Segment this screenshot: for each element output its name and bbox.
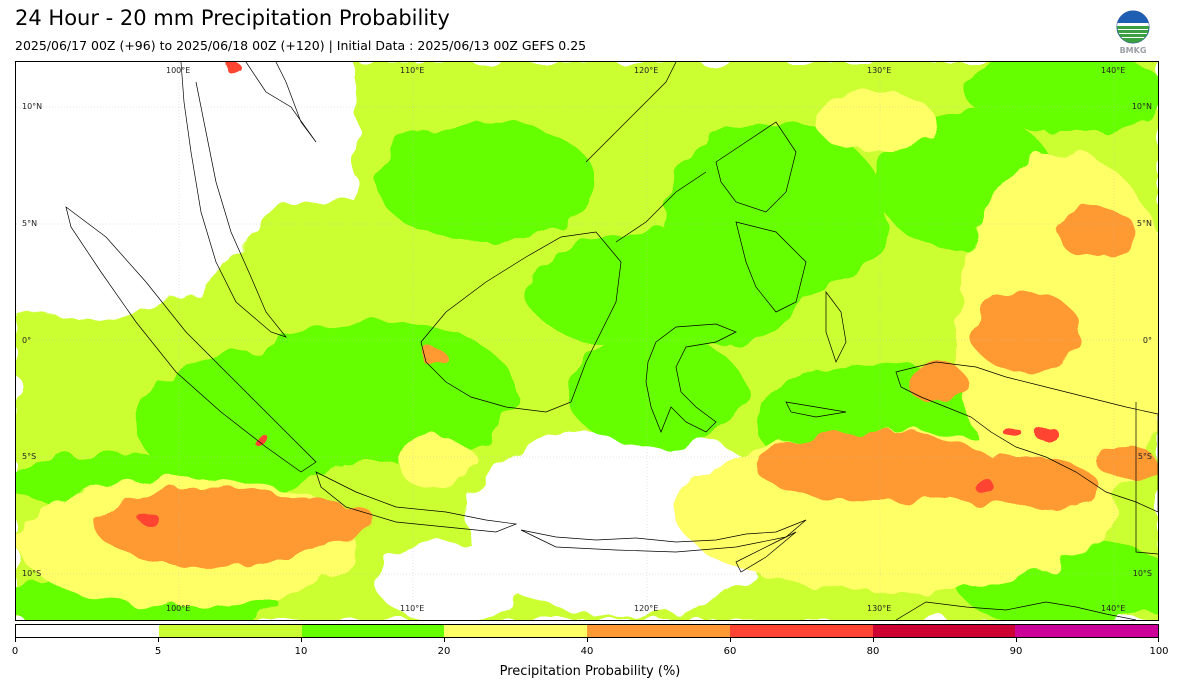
colorbar-tick: [15, 638, 16, 642]
colorbar-tick-label: 20: [437, 646, 451, 657]
colorbar-tick: [444, 638, 445, 642]
colorbar-segment: [729, 625, 873, 637]
lon-label-top: 110°E: [400, 66, 425, 75]
colorbar-segment: [1015, 625, 1158, 637]
lat-label-right: 10°N: [1131, 102, 1152, 111]
colorbar-segment: [587, 625, 730, 637]
colorbar-tick: [158, 638, 159, 642]
colorbar-segment: [16, 625, 159, 637]
colorbar-tick: [587, 638, 588, 642]
lat-label-right: 5°S: [1137, 452, 1152, 461]
colorbar-tick-label: 40: [580, 646, 594, 657]
lat-label-right: 5°N: [1136, 219, 1152, 228]
lon-label-bottom: 100°E: [166, 604, 191, 613]
map-title: 24 Hour - 20 mm Precipitation Probabilit…: [15, 6, 450, 30]
lon-label-bottom: 110°E: [400, 604, 425, 613]
lon-label-bottom: 130°E: [867, 604, 892, 613]
colorbar-segment: [301, 625, 445, 637]
lon-label-top: 140°E: [1101, 66, 1126, 75]
coastlines: [65, 62, 1158, 620]
colorbar-title: Precipitation Probability (%): [499, 664, 681, 679]
lon-label-top: 130°E: [867, 66, 892, 75]
colorbar-tick: [730, 638, 731, 642]
lat-label-right: 0°: [1142, 336, 1152, 345]
probability-fields: [16, 62, 1158, 620]
lon-label-bottom: 140°E: [1101, 604, 1126, 613]
lon-label-bottom: 120°E: [634, 604, 659, 613]
colorbar-segment: [444, 625, 587, 637]
graticule: [16, 62, 1158, 620]
lon-label-top: 100°E: [166, 66, 191, 75]
lon-label-top: 120°E: [634, 66, 659, 75]
colorbar-tick: [301, 638, 302, 642]
colorbar-segment: [872, 625, 1016, 637]
colorbar-segment: [158, 625, 302, 637]
colorbar-tick-label: 0: [11, 646, 19, 657]
colorbar-tick-label: 80: [866, 646, 880, 657]
colorbar: [15, 624, 1159, 638]
lat-label-left: 5°N: [22, 219, 38, 228]
map-subtitle: 2025/06/17 00Z (+96) to 2025/06/18 00Z (…: [15, 38, 587, 53]
lat-label-left: 10°S: [22, 569, 42, 578]
colorbar-tick: [1158, 638, 1159, 642]
svg-text:BMKG: BMKG: [1120, 46, 1147, 55]
colorbar-tick-label: 60: [723, 646, 737, 657]
lat-label-left: 10°N: [22, 102, 43, 111]
colorbar-tick-label: 5: [154, 646, 162, 657]
lat-label-left: 5°S: [22, 452, 37, 461]
colorbar-tick-label: 10: [294, 646, 308, 657]
colorbar-tick-label: 90: [1009, 646, 1023, 657]
colorbar-tick: [873, 638, 874, 642]
lat-label-left: 0°: [22, 336, 32, 345]
bmkg-logo: BMKG: [1116, 10, 1150, 55]
colorbar-tick: [1016, 638, 1017, 642]
colorbar-tick-label: 100: [1149, 646, 1169, 657]
precipitation-map: 100°E 110°E 120°E 130°E 140°E 100°E 110°…: [15, 61, 1159, 621]
lat-label-right: 10°S: [1132, 569, 1152, 578]
